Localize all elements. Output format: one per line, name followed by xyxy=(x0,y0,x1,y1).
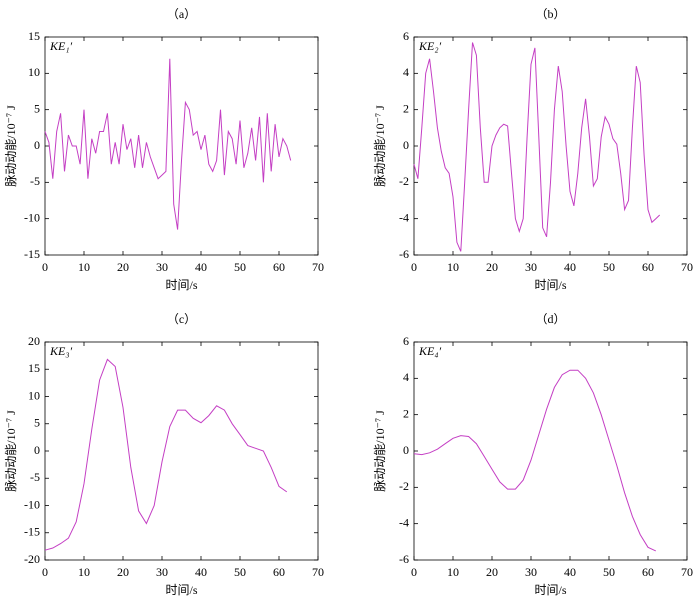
x-tick-label: 40 xyxy=(564,565,576,579)
x-tick-label: 30 xyxy=(156,260,168,274)
y-tick-label: 20 xyxy=(28,334,40,348)
y-tick-label: -5 xyxy=(30,470,40,484)
y-tick-label: -20 xyxy=(24,552,40,566)
data-line xyxy=(413,369,657,552)
y-tick-label: 10 xyxy=(28,388,40,402)
x-tick-label: 20 xyxy=(486,260,498,274)
x-tick-label: 30 xyxy=(156,565,168,579)
x-tick-label: 60 xyxy=(273,565,285,579)
x-tick-label: 40 xyxy=(195,260,207,274)
x-tick-label: 50 xyxy=(603,260,615,274)
x-axis-label: 时间/s xyxy=(165,278,197,292)
y-tick-label: 0 xyxy=(34,138,40,152)
x-tick-label: 0 xyxy=(411,565,417,579)
y-axis-label: 脉动动能/10⁻⁷ J xyxy=(372,105,387,187)
y-tick-label: 10 xyxy=(28,65,40,79)
x-axis-label: 时间/s xyxy=(534,583,566,597)
y-tick-label: 0 xyxy=(403,443,409,457)
data-line xyxy=(44,58,292,230)
x-tick-label: 60 xyxy=(642,565,654,579)
x-tick-label: 30 xyxy=(525,565,537,579)
x-axis-label: 时间/s xyxy=(534,278,566,292)
subplot-title: （a） xyxy=(167,7,196,21)
y-tick-label: 0 xyxy=(34,443,40,457)
x-tick-label: 20 xyxy=(117,260,129,274)
y-tick-label: -4 xyxy=(399,210,409,224)
y-tick-label: -5 xyxy=(30,174,40,188)
y-tick-label: 5 xyxy=(34,416,40,430)
data-line xyxy=(44,358,288,551)
x-tick-label: 60 xyxy=(273,260,285,274)
x-tick-label: 10 xyxy=(78,565,90,579)
subplot-title: （b） xyxy=(535,7,565,21)
x-tick-label: 70 xyxy=(681,260,693,274)
y-tick-label: -2 xyxy=(399,479,409,493)
x-tick-label: 70 xyxy=(312,260,324,274)
y-axis-label: 脉动动能/10⁻⁷ J xyxy=(372,410,387,492)
x-tick-label: 30 xyxy=(525,260,537,274)
subplot-title: （d） xyxy=(535,312,565,326)
y-tick-label: 2 xyxy=(403,101,409,115)
y-tick-label: -10 xyxy=(24,497,40,511)
y-tick-label: -6 xyxy=(399,247,409,261)
x-tick-label: 60 xyxy=(642,260,654,274)
y-tick-label: 6 xyxy=(403,334,409,348)
annotation: KE₄′ xyxy=(418,344,442,358)
data-line xyxy=(413,42,661,252)
y-tick-label: 15 xyxy=(28,29,40,43)
x-tick-label: 10 xyxy=(447,565,459,579)
x-tick-label: 40 xyxy=(564,260,576,274)
annotation: KE₁′ xyxy=(49,39,73,53)
y-tick-label: 5 xyxy=(34,101,40,115)
y-tick-label: -4 xyxy=(399,515,409,529)
x-tick-label: 10 xyxy=(78,260,90,274)
x-tick-label: 70 xyxy=(312,565,324,579)
y-tick-label: 4 xyxy=(403,65,409,79)
x-tick-label: 20 xyxy=(117,565,129,579)
x-tick-label: 70 xyxy=(681,565,693,579)
y-tick-label: -2 xyxy=(399,174,409,188)
annotation: KE₂′ xyxy=(418,39,442,53)
plot-frame xyxy=(413,341,688,561)
annotation: KE₃′ xyxy=(49,344,73,358)
y-tick-label: 0 xyxy=(403,138,409,152)
x-tick-label: 0 xyxy=(411,260,417,274)
y-tick-label: -6 xyxy=(399,552,409,566)
y-tick-label: -10 xyxy=(24,210,40,224)
y-tick-label: -15 xyxy=(24,247,40,261)
y-tick-label: 4 xyxy=(403,370,409,384)
y-tick-label: 6 xyxy=(403,29,409,43)
x-tick-label: 20 xyxy=(486,565,498,579)
x-tick-label: 50 xyxy=(603,565,615,579)
y-tick-label: 2 xyxy=(403,406,409,420)
x-tick-label: 50 xyxy=(234,260,246,274)
y-axis-label: 脉动动能/10⁻⁷ J xyxy=(3,410,18,492)
y-tick-label: -15 xyxy=(24,525,40,539)
x-tick-label: 10 xyxy=(447,260,459,274)
y-tick-label: 15 xyxy=(28,361,40,375)
x-tick-label: 0 xyxy=(42,565,48,579)
plot-frame xyxy=(44,341,319,561)
x-axis-label: 时间/s xyxy=(165,583,197,597)
x-tick-label: 50 xyxy=(234,565,246,579)
x-tick-label: 0 xyxy=(42,260,48,274)
subplot-title: （c） xyxy=(167,312,196,326)
y-axis-label: 脉动动能/10⁻⁷ J xyxy=(3,105,18,187)
x-tick-label: 40 xyxy=(195,565,207,579)
